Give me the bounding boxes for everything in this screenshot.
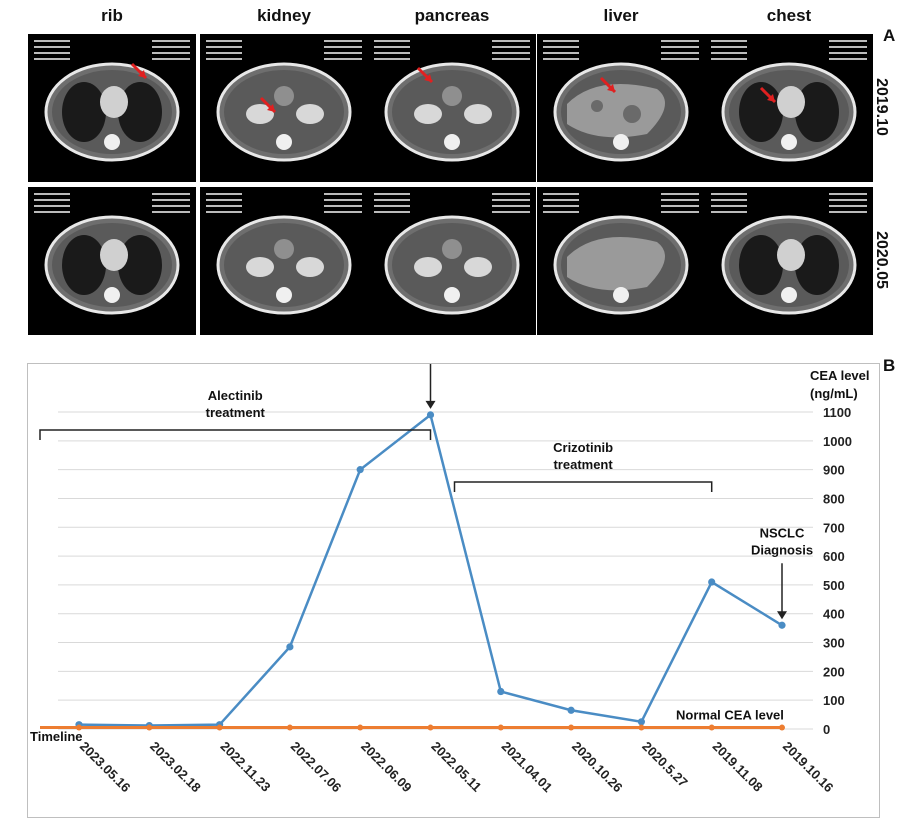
data-point	[638, 724, 645, 731]
cea-chart-svg: 0 100 200 300 400 500 600 700 800 900 1000 1100 CEA …	[30, 315, 870, 796]
column-label-chest: chest	[766, 6, 812, 25]
data-point	[779, 724, 785, 731]
ct-chest-2019.10	[705, 34, 873, 182]
x-axis-label: Timeline	[30, 729, 83, 744]
y-tick-label: 100	[823, 693, 845, 708]
column-label-kidney: kidney	[257, 6, 311, 25]
data-point	[286, 643, 294, 651]
x-tick-label: 2020.5.27	[639, 739, 691, 791]
ct-pancreas-2019.10	[368, 34, 536, 182]
data-point	[778, 621, 786, 629]
annotation-text: Crizotinib	[553, 440, 613, 455]
data-point	[708, 578, 716, 586]
data-point	[567, 706, 575, 714]
column-label-rib: rib	[101, 6, 123, 25]
x-tick-label: 2019.10.16	[780, 739, 837, 796]
data-point	[426, 411, 435, 419]
y-axis-label: CEA level	[810, 368, 870, 383]
y-tick-label: 800	[823, 491, 845, 506]
annotation-arrowhead	[777, 611, 787, 620]
y-tick-label: 900	[823, 463, 845, 478]
annotation-text: treatment	[553, 457, 613, 472]
ct-rib-2019.10	[28, 34, 196, 182]
x-tick-label: 2022.07.06	[288, 739, 345, 796]
ct-kidney-2020.05	[200, 187, 368, 335]
y-tick-label: 500	[823, 578, 845, 593]
x-tick-label: 2022.06.09	[358, 739, 415, 796]
panel-b-letter: B	[883, 356, 896, 375]
x-tick-label: 2023.05.16	[77, 739, 134, 796]
y-tick-label: 1100	[823, 405, 851, 420]
y-tick-label: 0	[823, 722, 830, 737]
annotation-text: treatment	[206, 405, 266, 420]
y-tick-label: 400	[823, 607, 845, 622]
data-point	[286, 724, 293, 731]
y-tick-label: 700	[823, 520, 845, 535]
ct-liver-2019.10	[537, 34, 705, 182]
panel-a-letter: A	[883, 26, 896, 45]
data-point	[357, 724, 364, 731]
x-tick-label: 2019.11.08	[710, 739, 766, 795]
data-point	[76, 724, 82, 731]
data-point	[568, 724, 575, 731]
x-tick-label: 2022.05.11	[428, 739, 484, 795]
annotation-text: Diagnosis	[751, 542, 813, 557]
y-tick-label: 200	[823, 664, 845, 679]
data-point	[427, 724, 434, 731]
column-label-pancreas: pancreas	[414, 6, 490, 25]
row-label-2020.05: 2020.05	[872, 231, 890, 289]
annotation-arrowhead	[425, 400, 436, 409]
y-axis-label: (ng/mL)	[810, 386, 858, 401]
annotation-bracket	[39, 429, 432, 440]
column-label-liver: liver	[603, 6, 639, 25]
y-tick-label: 300	[823, 636, 845, 651]
data-point	[497, 687, 505, 696]
data-point	[497, 724, 504, 731]
annotation-text: Alectinib	[208, 388, 263, 403]
y-tick-label: 600	[823, 549, 845, 564]
ct-rib-2020.05	[28, 187, 196, 335]
data-point	[356, 466, 364, 474]
x-tick-label: 2020.10.26	[569, 739, 626, 796]
x-tick-label: 2021.04.01	[499, 739, 556, 796]
row-label-2019.10: 2019.10	[872, 78, 890, 136]
ct-pancreas-2020.05	[368, 187, 536, 335]
series-line-cea	[78, 412, 783, 727]
x-tick-label: 2022.11.23	[217, 739, 273, 795]
series-label-normal-cea: Normal CEA level	[676, 708, 784, 723]
data-point	[216, 724, 223, 731]
ct-chest-2020.05	[705, 187, 873, 335]
y-tick-label: 1000	[823, 434, 852, 449]
data-point	[637, 718, 646, 726]
data-point	[146, 724, 153, 731]
ct-kidney-2019.10	[200, 34, 368, 182]
annotation-bracket	[453, 481, 713, 492]
x-tick-label: 2023.02.18	[147, 739, 204, 796]
cea-chart: 0 100 200 300 400 500 600 700 800 900 1000 1100 CEA …	[27, 315, 880, 818]
data-point	[708, 724, 715, 731]
ct-liver-2020.05	[537, 187, 705, 335]
annotation-text: NSCLC	[760, 525, 805, 540]
